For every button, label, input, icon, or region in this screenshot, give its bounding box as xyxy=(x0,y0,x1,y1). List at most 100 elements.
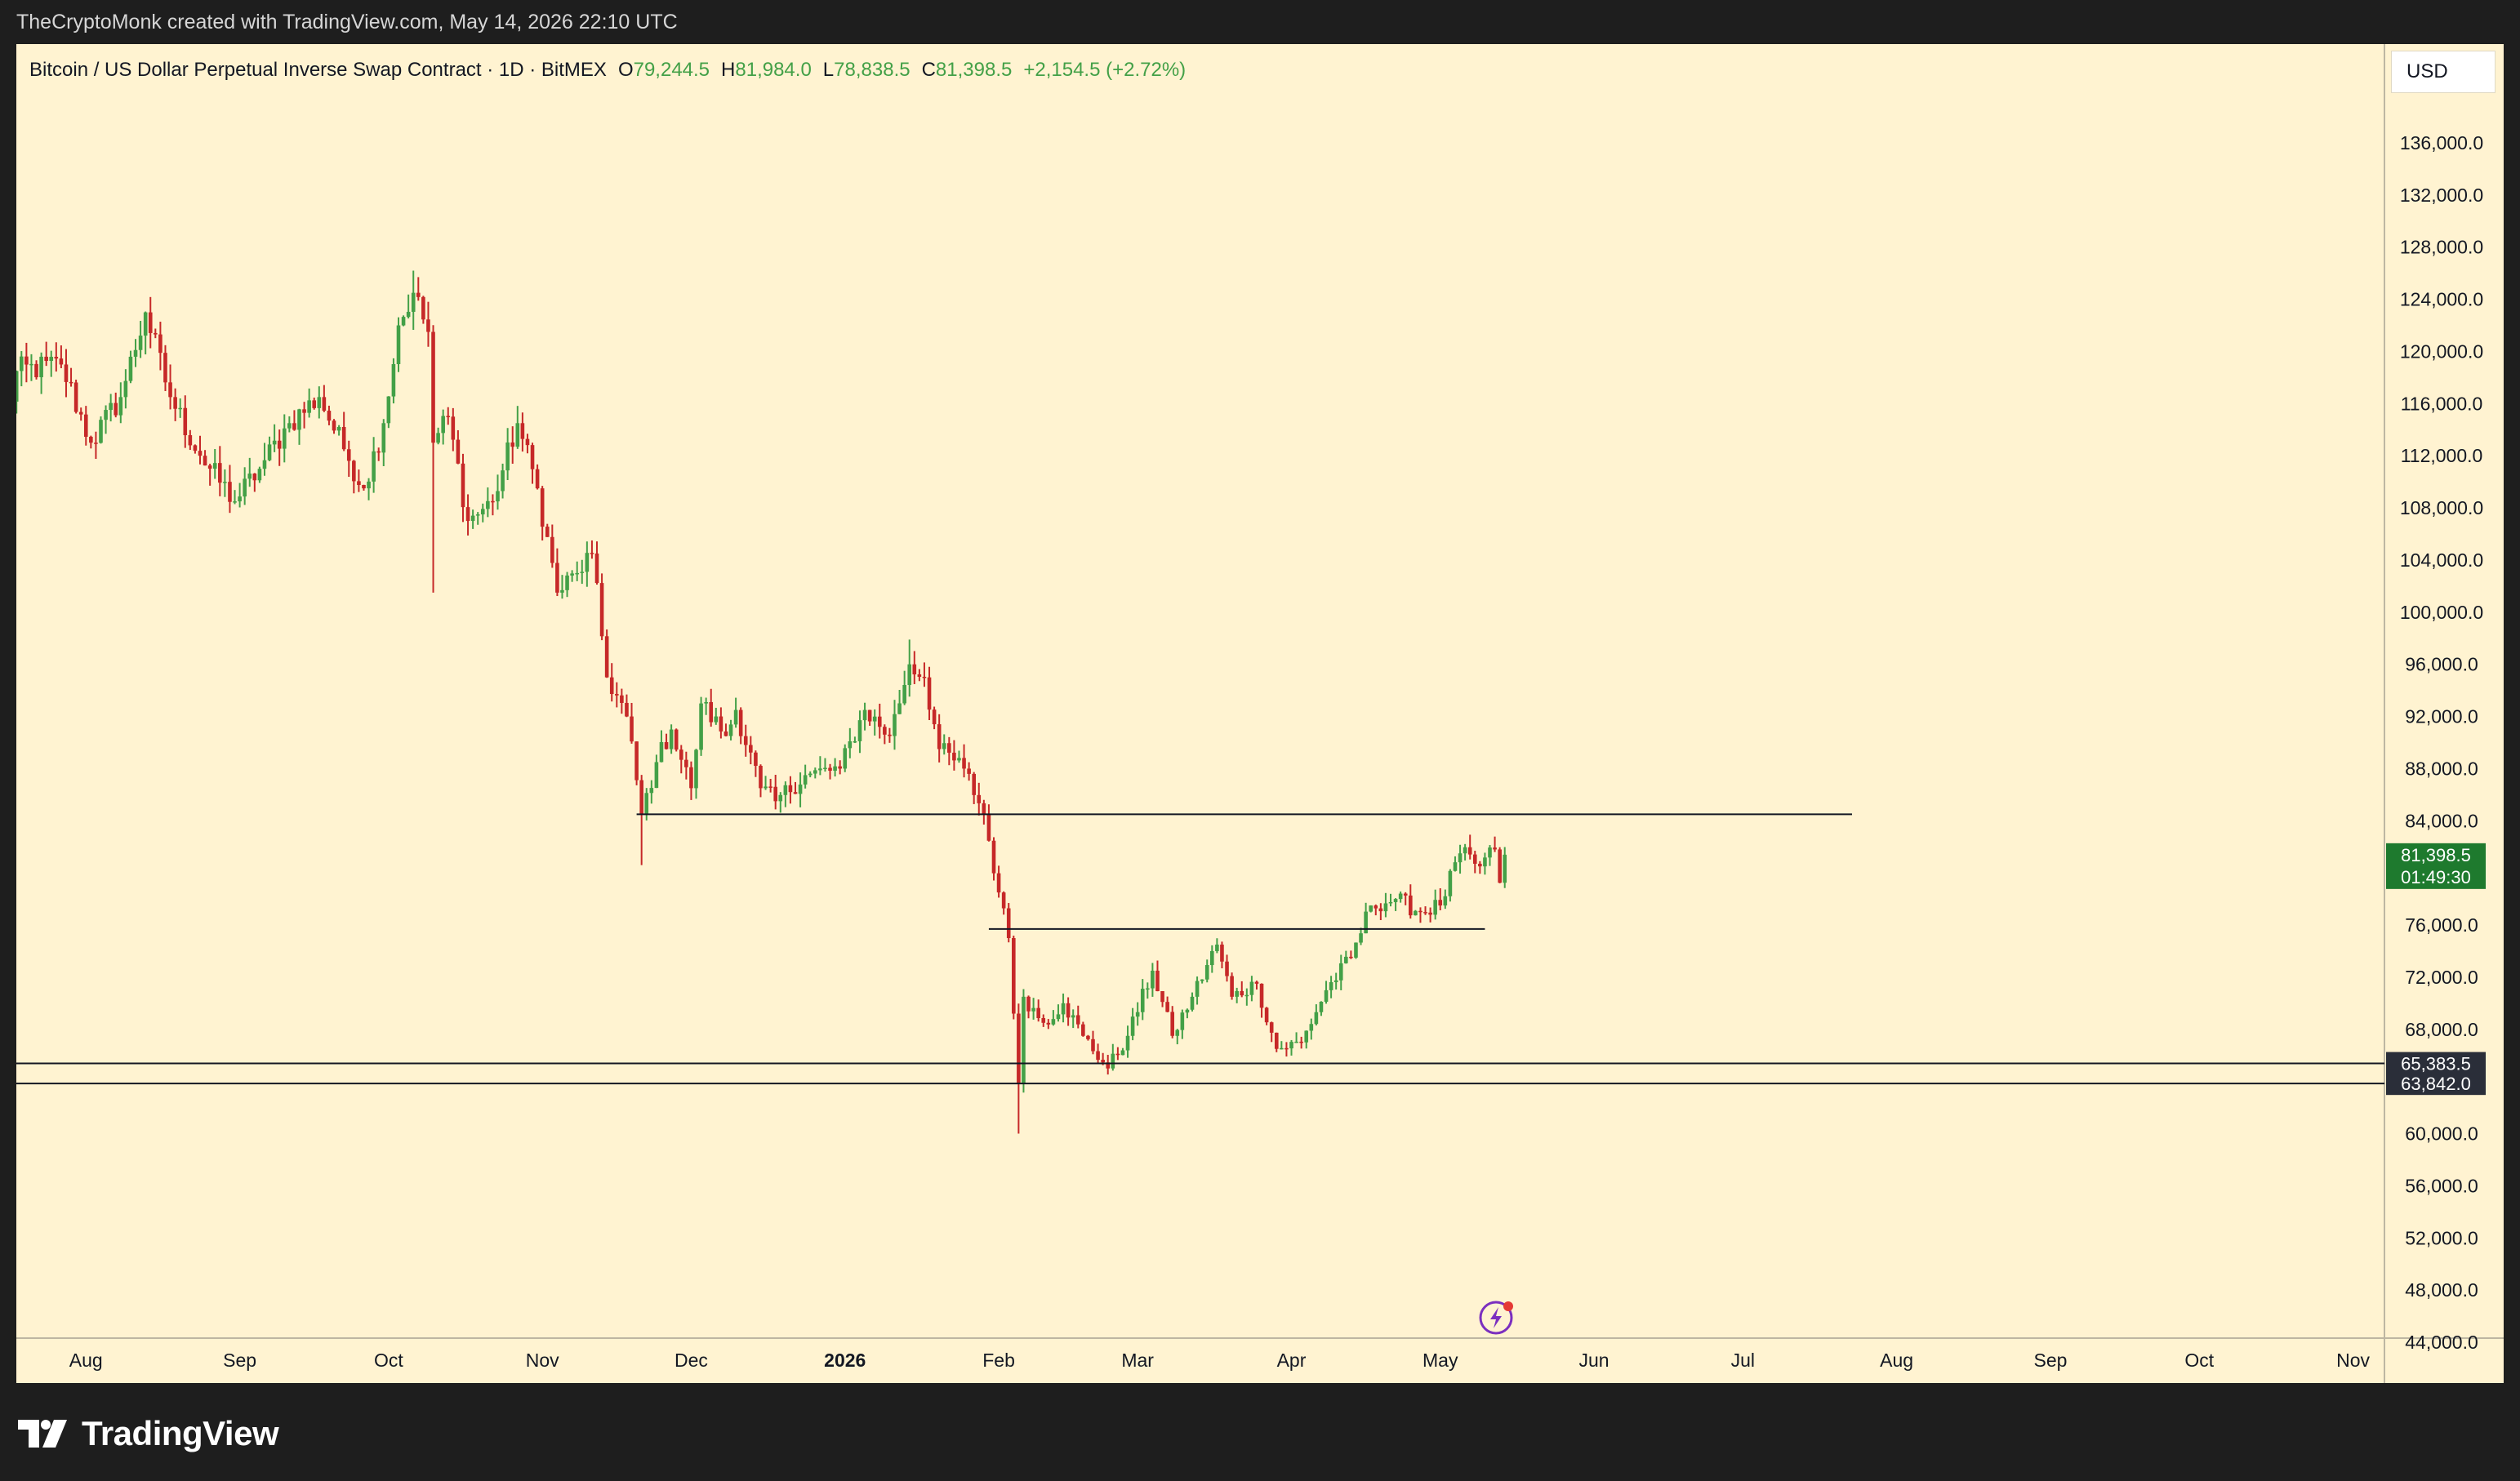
candle-body xyxy=(357,481,361,486)
candle-body xyxy=(1066,1003,1071,1018)
y-tick-label: 76,000.0 xyxy=(2405,914,2478,936)
candle-body xyxy=(1304,1030,1309,1043)
candle-body xyxy=(723,731,728,736)
candle-body xyxy=(818,768,822,771)
brand-text: TradingView xyxy=(82,1414,279,1452)
high-label: H xyxy=(721,59,736,81)
candle-body xyxy=(1294,1041,1298,1043)
candle-body xyxy=(1240,990,1244,996)
candle-body xyxy=(1165,1002,1169,1012)
candle-body xyxy=(1378,908,1383,912)
candle-body xyxy=(1111,1053,1115,1069)
candle-body xyxy=(109,402,113,411)
chart-area[interactable]: 136,000.0 132,000.0 128,000.0 124,000.0 120,… xyxy=(16,44,2504,1383)
candle-body xyxy=(491,500,495,503)
y-tick-label: 124,000.0 xyxy=(2400,289,2483,310)
candle-body xyxy=(570,573,574,576)
candle-body xyxy=(501,470,505,491)
candle-body xyxy=(193,445,198,451)
currency-selector[interactable]: USD xyxy=(2391,51,2496,93)
candle-body xyxy=(218,463,222,483)
candle-body xyxy=(104,410,108,420)
lightning-icon[interactable] xyxy=(1479,1301,1513,1335)
candle-body xyxy=(609,677,614,695)
price-chart[interactable]: 136,000.0 132,000.0 128,000.0 124,000.0 120,… xyxy=(16,44,2504,1383)
notification-dot xyxy=(1503,1301,1513,1311)
level-badge-label: 63,842.0 xyxy=(2401,1074,2471,1094)
candle-body xyxy=(1472,854,1477,864)
candle-body xyxy=(674,729,679,750)
y-tick-label: 96,000.0 xyxy=(2405,654,2478,675)
candle-body xyxy=(654,762,659,789)
candle-body xyxy=(1190,996,1195,1010)
candle-body xyxy=(1001,892,1006,909)
candle-body xyxy=(29,363,33,366)
candle-body xyxy=(292,423,296,430)
candle-body xyxy=(1235,990,1239,997)
tradingview-logo[interactable]: TradingView xyxy=(18,1414,279,1452)
candle-body xyxy=(1498,849,1502,883)
candle-body xyxy=(24,356,29,365)
candle-body xyxy=(649,788,654,794)
candle-body xyxy=(297,409,301,430)
candle-body xyxy=(659,741,664,763)
candle-body xyxy=(138,336,143,350)
candle-body xyxy=(20,356,24,371)
candle-body xyxy=(1135,1012,1140,1017)
candle-body xyxy=(1438,900,1443,906)
candle-body xyxy=(207,465,212,469)
x-tick-label: Sep xyxy=(223,1350,256,1371)
candle-body xyxy=(1338,963,1343,981)
candle-body xyxy=(625,702,629,717)
candle-body xyxy=(1280,1047,1284,1050)
candle-body xyxy=(1423,912,1427,914)
candle-body xyxy=(1071,1015,1075,1018)
candle-body xyxy=(391,363,396,397)
candle-body xyxy=(54,357,59,359)
candle-body xyxy=(341,426,346,450)
y-tick-label: 108,000.0 xyxy=(2400,497,2483,518)
candle-body xyxy=(986,814,991,841)
candle-body xyxy=(496,491,500,502)
candle-body xyxy=(853,740,857,743)
candle-body xyxy=(1041,1017,1046,1023)
candle-body xyxy=(1354,942,1358,958)
candle-body xyxy=(118,397,123,416)
candle-body xyxy=(996,873,1001,893)
candle-body xyxy=(783,785,788,795)
candle-body xyxy=(59,358,64,365)
candle-body xyxy=(1254,981,1259,984)
candle-body xyxy=(679,749,683,760)
candle-body xyxy=(243,478,247,497)
candle-body xyxy=(1096,1051,1100,1061)
x-tick-label: Jun xyxy=(1579,1350,1610,1371)
tradingview-logo-icon xyxy=(18,1420,67,1448)
candle-body xyxy=(1075,1015,1080,1025)
y-tick-label: 56,000.0 xyxy=(2405,1175,2478,1196)
candle-body xyxy=(1463,847,1467,854)
candle-body xyxy=(1418,910,1423,913)
candle-body xyxy=(252,474,257,481)
candle-body xyxy=(843,748,848,769)
candle-body xyxy=(1398,893,1403,900)
candle-body xyxy=(416,292,421,297)
candle-body xyxy=(302,409,306,413)
candle-body xyxy=(669,729,674,749)
candle-body xyxy=(1185,1009,1190,1013)
close-label: C xyxy=(921,59,936,81)
high-value: 81,984.0 xyxy=(735,59,812,81)
candle-body xyxy=(902,685,906,704)
candle-body xyxy=(1200,979,1204,981)
candle-body xyxy=(183,407,188,436)
candle-body xyxy=(788,785,793,793)
candle-body xyxy=(634,741,639,781)
candle-body xyxy=(154,332,158,335)
candle-body xyxy=(99,420,103,443)
x-tick-label: Nov xyxy=(526,1350,559,1371)
currency-label: USD xyxy=(2406,60,2448,82)
candle-body xyxy=(615,694,619,696)
candle-body xyxy=(1155,970,1160,992)
candle-body xyxy=(768,786,772,788)
y-tick-label: 88,000.0 xyxy=(2405,758,2478,779)
candle-body xyxy=(764,786,768,789)
